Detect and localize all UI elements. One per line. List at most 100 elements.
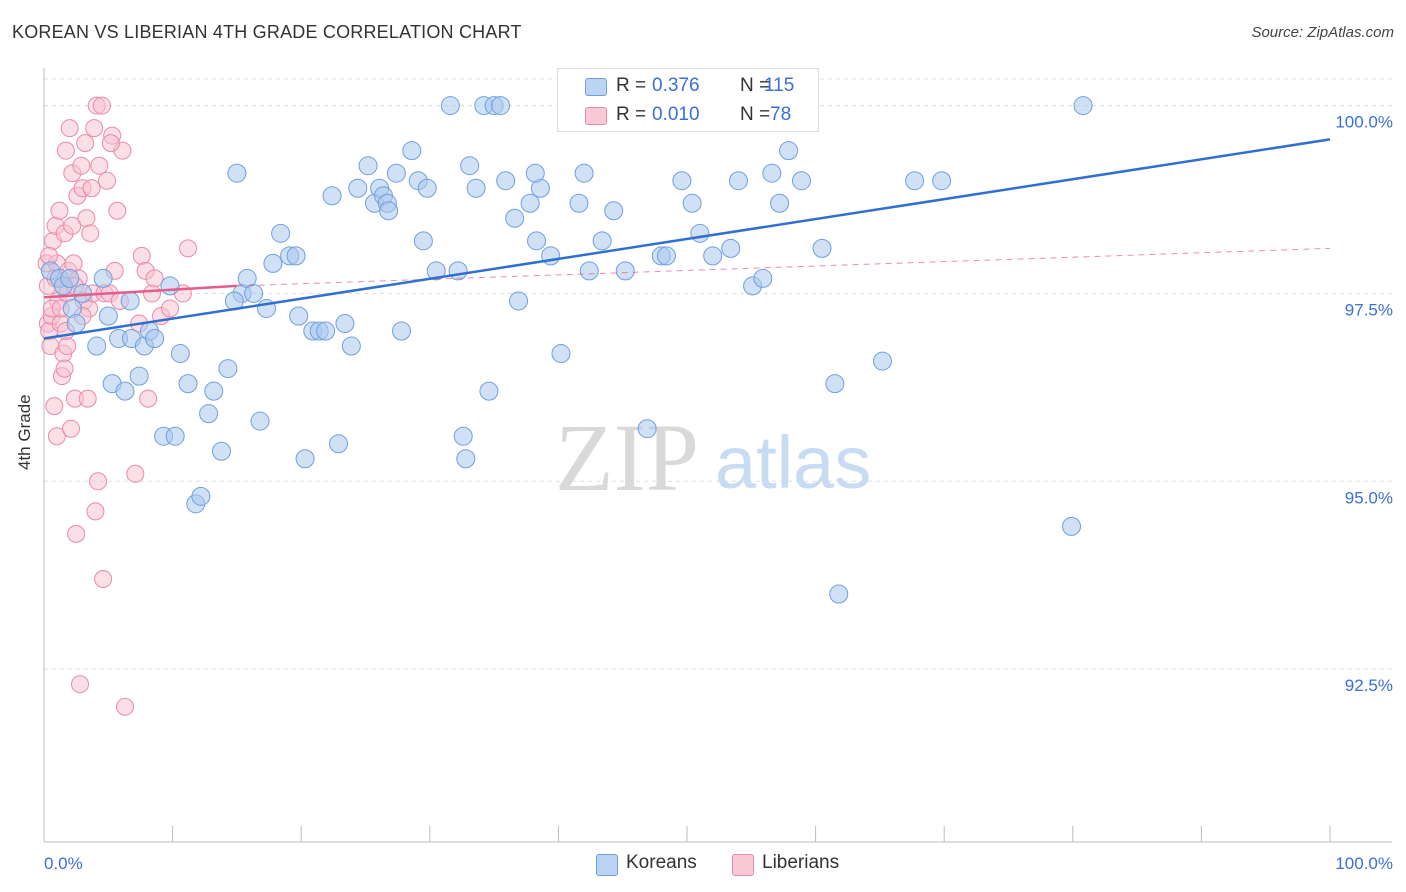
korean-point bbox=[579, 261, 599, 281]
korean-point bbox=[491, 96, 511, 116]
korean-point bbox=[753, 268, 773, 288]
koreans-legend-swatch bbox=[596, 854, 618, 876]
axes bbox=[43, 68, 1392, 843]
korean-point bbox=[199, 404, 219, 424]
korean-point bbox=[218, 359, 238, 379]
korean-point bbox=[165, 426, 185, 446]
korean-point bbox=[98, 306, 118, 326]
korean-point bbox=[211, 441, 231, 461]
legend-r-label: R = bbox=[616, 104, 647, 125]
trend-lines bbox=[43, 138, 1331, 340]
liberian-point bbox=[126, 464, 145, 483]
koreans-trend-line bbox=[43, 138, 1331, 340]
liberians-swatch bbox=[585, 107, 607, 125]
korean-point bbox=[379, 201, 399, 221]
korean-point bbox=[417, 178, 437, 198]
koreans-legend-label: Koreans bbox=[626, 852, 697, 873]
liberian-point bbox=[56, 141, 75, 160]
korean-point bbox=[244, 283, 264, 303]
grid bbox=[44, 78, 1392, 670]
legend-row-liberians: R = 0.010 N = 78 bbox=[558, 100, 818, 130]
korean-point bbox=[690, 223, 710, 243]
korean-point bbox=[204, 381, 224, 401]
korean-point bbox=[263, 253, 283, 273]
korean-point bbox=[335, 313, 355, 333]
source-label: Source: ZipAtlas.com bbox=[1251, 24, 1394, 41]
korean-point bbox=[250, 411, 270, 431]
liberian-point bbox=[143, 284, 162, 303]
y-axis-label: 4th Grade bbox=[15, 394, 34, 470]
korean-point bbox=[93, 268, 113, 288]
korean-point bbox=[322, 186, 342, 206]
korean-point bbox=[466, 178, 486, 198]
korean-point bbox=[762, 163, 782, 183]
korean-point bbox=[728, 171, 748, 191]
korean-point bbox=[456, 449, 476, 469]
x-tick-label: 0.0% bbox=[44, 854, 83, 873]
korean-point bbox=[60, 268, 80, 288]
liberian-point bbox=[101, 134, 120, 153]
legend-r-value: 0.010 bbox=[652, 104, 700, 125]
korean-point bbox=[1062, 516, 1082, 536]
korean-point bbox=[825, 374, 845, 394]
liberian-point bbox=[179, 239, 198, 258]
liberian-point bbox=[67, 524, 86, 543]
liberian-point bbox=[47, 427, 66, 446]
korean-point bbox=[178, 374, 198, 394]
korean-point bbox=[569, 193, 589, 213]
legend-n-label: N = bbox=[740, 75, 771, 96]
korean-point bbox=[66, 313, 86, 333]
liberian-point bbox=[50, 201, 69, 220]
liberian-point bbox=[45, 397, 64, 416]
liberians-legend-swatch bbox=[732, 854, 754, 876]
liberian-point bbox=[55, 359, 74, 378]
y-tick-labels: 92.5% 95.0% 97.5% 100.0% bbox=[1335, 113, 1393, 696]
legend-n-value: 115 bbox=[764, 75, 795, 96]
liberians-trend-line bbox=[43, 284, 237, 299]
korean-point bbox=[129, 366, 149, 386]
liberian-point bbox=[108, 201, 127, 220]
korean-point bbox=[170, 344, 190, 364]
korean-point bbox=[525, 163, 545, 183]
legend-row-koreans: R = 0.376 N = 115 bbox=[558, 71, 818, 101]
liberian-point bbox=[82, 179, 101, 198]
korean-point bbox=[115, 381, 135, 401]
korean-point bbox=[682, 193, 702, 213]
korean-point bbox=[791, 171, 811, 191]
korean-point bbox=[87, 336, 107, 356]
korean-point bbox=[191, 486, 211, 506]
korean-point bbox=[440, 96, 460, 116]
liberian-point bbox=[60, 119, 79, 138]
watermark-atlas: atlas bbox=[715, 421, 871, 504]
korean-point bbox=[770, 193, 790, 213]
liberians-trend-extension bbox=[236, 247, 1331, 287]
korean-point bbox=[1073, 96, 1093, 116]
korean-point bbox=[505, 208, 525, 228]
watermark-zip: ZIP bbox=[555, 404, 699, 511]
korean-point bbox=[932, 171, 952, 191]
korean-point bbox=[426, 261, 446, 281]
korean-point bbox=[460, 156, 480, 176]
chart-title: KOREAN VS LIBERIAN 4TH GRADE CORRELATION… bbox=[12, 22, 522, 42]
korean-point bbox=[574, 163, 594, 183]
liberian-point bbox=[89, 472, 108, 491]
korean-point bbox=[520, 193, 540, 213]
liberian-point bbox=[71, 675, 90, 694]
korean-point bbox=[604, 201, 624, 221]
korean-point bbox=[872, 351, 892, 371]
korean-point bbox=[386, 163, 406, 183]
korean-point bbox=[120, 291, 140, 311]
liberian-point bbox=[86, 502, 105, 521]
legend-n-label: N = bbox=[740, 104, 771, 125]
korean-point bbox=[413, 231, 433, 251]
korean-point bbox=[227, 163, 247, 183]
korean-point bbox=[479, 381, 499, 401]
korean-point bbox=[453, 426, 473, 446]
liberians-points bbox=[37, 96, 198, 716]
korean-point bbox=[160, 276, 180, 296]
watermark: ZIP atlas bbox=[555, 404, 871, 511]
korean-point bbox=[402, 141, 422, 161]
y-tick-label: 92.5% bbox=[1345, 676, 1393, 695]
korean-point bbox=[829, 584, 849, 604]
liberian-point bbox=[58, 337, 77, 356]
